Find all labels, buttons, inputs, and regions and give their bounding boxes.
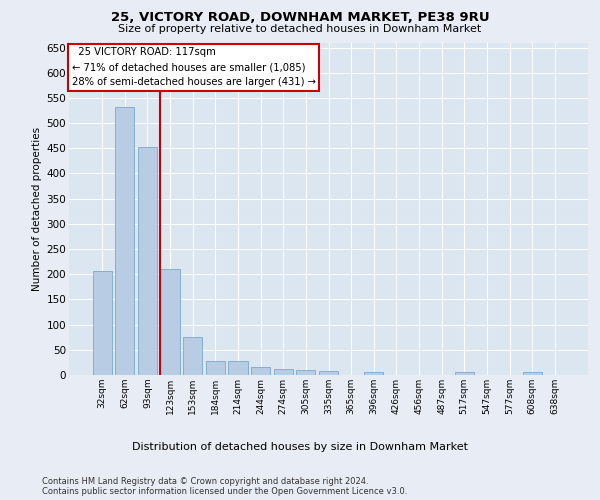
Text: Contains public sector information licensed under the Open Government Licence v3: Contains public sector information licen… [42, 488, 407, 496]
Bar [455, 372, 474, 375]
Bar [160, 268, 180, 375]
Bar [319, 372, 338, 375]
Bar [296, 370, 316, 375]
Bar [138, 148, 157, 375]
Bar [115, 108, 134, 375]
Text: Distribution of detached houses by size in Downham Market: Distribution of detached houses by size … [132, 442, 468, 452]
Bar [523, 372, 542, 375]
Text: 25, VICTORY ROAD, DOWNHAM MARKET, PE38 9RU: 25, VICTORY ROAD, DOWNHAM MARKET, PE38 9… [110, 11, 490, 24]
Bar [364, 372, 383, 375]
Bar [183, 337, 202, 375]
Y-axis label: Number of detached properties: Number of detached properties [32, 126, 43, 291]
Text: Size of property relative to detached houses in Downham Market: Size of property relative to detached ho… [118, 24, 482, 34]
Bar [229, 362, 248, 375]
Text: Contains HM Land Registry data © Crown copyright and database right 2024.: Contains HM Land Registry data © Crown c… [42, 478, 368, 486]
Bar [206, 362, 225, 375]
Text: 25 VICTORY ROAD: 117sqm
← 71% of detached houses are smaller (1,085)
28% of semi: 25 VICTORY ROAD: 117sqm ← 71% of detache… [71, 48, 316, 87]
Bar [251, 368, 270, 375]
Bar [92, 270, 112, 375]
Bar [274, 369, 293, 375]
